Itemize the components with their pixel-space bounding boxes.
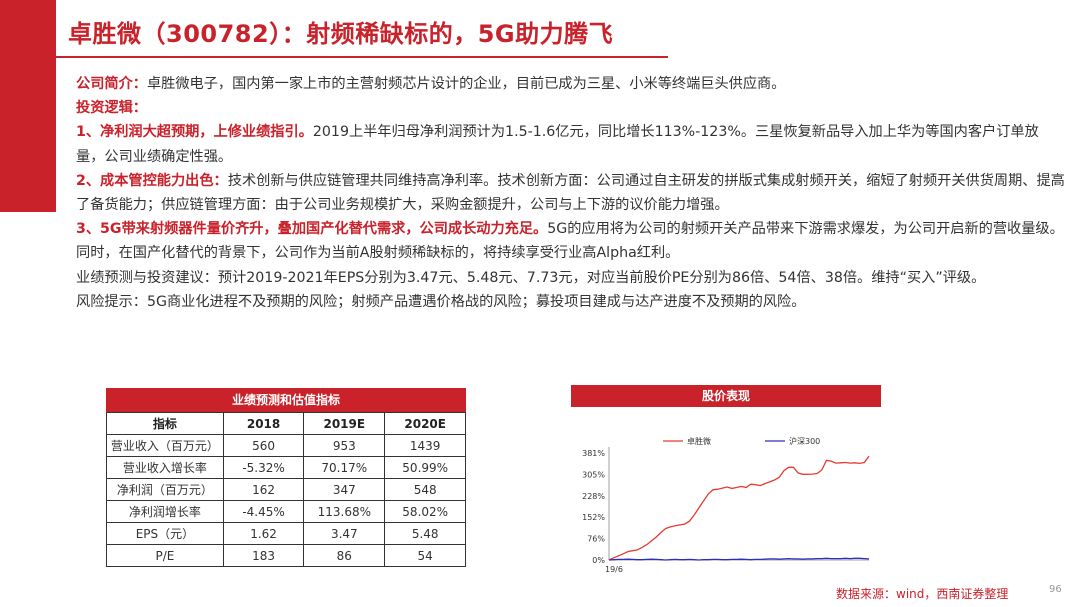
series-line-0 [608,455,870,561]
point2-text: 技术创新与供应链管理共同维持高净利率。技术创新方面：公司通过自主研发的拼版式集成… [76,172,1065,214]
table-cell: 营业收入增长率 [106,456,224,479]
table-row: 净利润（百万元） 162 347 548 [106,478,466,501]
point2-paragraph: 2、成本管控能力出色：技术创新与供应链管理共同维持高净利率。技术创新方面：公司通… [76,169,1066,217]
table-header-cell: 2019E [303,412,386,435]
table-row: EPS（元） 1.62 3.47 5.48 [106,522,466,545]
page-title: 卓胜微（300782）：射频稀缺标的，5G助力腾飞 [68,20,614,48]
table-row: 营业收入（百万元） 560 953 1439 [106,434,466,457]
table-cell: 营业收入（百万元） [106,434,224,457]
table-cell: 3.47 [303,522,386,545]
table-cell: 1.62 [222,522,305,545]
point1-text: 2019上半年归母净利润预计为1.5-1.6亿元，同比增长113%-123%。三… [76,124,1039,165]
table-cell: 70.17% [303,456,386,479]
table-cell: -4.45% [222,500,305,523]
legend-label: 沪深300 [789,436,820,446]
y-tick-label: 381% [582,449,605,458]
intro-paragraph: 公司简介：卓胜微电子，国内第一家上市的主营射频芯片设计的企业，目前已成为三星、小… [76,72,1066,96]
forecast-paragraph: 业绩预测与投资建议：预计2019-2021年EPS分别为3.47元、5.48元、… [76,269,986,286]
table-cell: 113.68% [303,500,386,523]
logic-paragraph: 投资逻辑： [76,96,1066,120]
y-tick-label: 0% [592,556,605,565]
table-cell: 54 [384,544,466,567]
body-text: 公司简介：卓胜微电子，国内第一家上市的主营射频芯片设计的企业，目前已成为三星、小… [76,72,1066,314]
x-tick-label: 19/6 [605,565,623,574]
table-cell: P/E [106,544,224,567]
table-header-row: 指标 2018 2019E 2020E [106,412,466,435]
y-tick-label: 305% [582,470,605,479]
risk-paragraph: 风险提示：5G商业化进程不及预期的风险；射频产品遭遇价格战的风险；募投项目建成与… [76,293,806,310]
table-title: 业绩预测和估值指标 [106,388,466,412]
chart-title: 股价表现 [571,385,881,407]
table-cell: 净利润（百万元） [106,478,224,501]
table-row: 净利润增长率 -4.45% 113.68% 58.02% [106,500,466,523]
table-cell: 1439 [384,434,466,457]
table-cell: 548 [384,478,466,501]
table-cell: -5.32% [222,456,305,479]
y-tick-label: 228% [582,492,605,501]
forecast-table: 业绩预测和估值指标 指标 2018 2019E 2020E 营业收入（百万元） … [106,388,466,567]
table-cell: 净利润增长率 [106,500,224,523]
point1-paragraph: 1、净利润大超预期，上修业绩指引。2019上半年归母净利润预计为1.5-1.6亿… [76,120,1066,168]
table-cell: 347 [303,478,386,501]
y-tick-label: 76% [587,535,605,544]
title-underline [56,56,668,58]
table-cell: EPS（元） [106,522,224,545]
table-header-cell: 指标 [106,412,224,435]
left-accent-bar [0,0,56,212]
table-cell: 183 [222,544,305,567]
table-header-cell: 2018 [222,412,305,435]
point3-text: 5G的应用将为公司的射频开关产品带来下游需求爆发，为公司开启新的营收量级。同时，… [76,221,1064,262]
table-cell: 560 [222,434,305,457]
table-cell: 86 [303,544,386,567]
table-cell: 50.99% [384,456,466,479]
series-line-1 [608,557,870,561]
point3-label: 3、5G带来射频器件量价齐升，叠加国产化替代需求，公司成长动力充足。 [76,221,548,238]
valuation-table: 指标 2018 2019E 2020E 营业收入（百万元） 560 953 14… [106,412,466,567]
table-cell: 5.48 [384,522,466,545]
table-cell: 953 [303,434,386,457]
intro-text: 卓胜微电子，国内第一家上市的主营射频芯片设计的企业，目前已成为三星、小米等终端巨… [146,76,786,92]
price-chart: 0% 76% 152% 228% 305% 381% 19/6 卓胜微 沪深300 [582,436,870,574]
page-number: 96 [1049,584,1062,595]
point3-paragraph: 3、5G带来射频器件量价齐升，叠加国产化替代需求，公司成长动力充足。5G的应用将… [76,217,1066,265]
table-cell: 162 [222,478,305,501]
data-source: 数据来源：wind，西南证券整理 [836,587,1009,601]
logic-label: 投资逻辑： [76,100,147,117]
table-row: P/E 183 86 54 [106,544,466,567]
y-tick-label: 152% [582,513,605,522]
legend-label: 卓胜微 [687,436,711,446]
point1-label: 1、净利润大超预期，上修业绩指引。 [76,124,313,141]
table-header-cell: 2020E [384,412,466,435]
point2-label: 2、成本管控能力出色： [76,172,228,189]
table-row: 营业收入增长率 -5.32% 70.17% 50.99% [106,456,466,479]
intro-label: 公司简介： [76,76,147,92]
table-cell: 58.02% [384,500,466,523]
